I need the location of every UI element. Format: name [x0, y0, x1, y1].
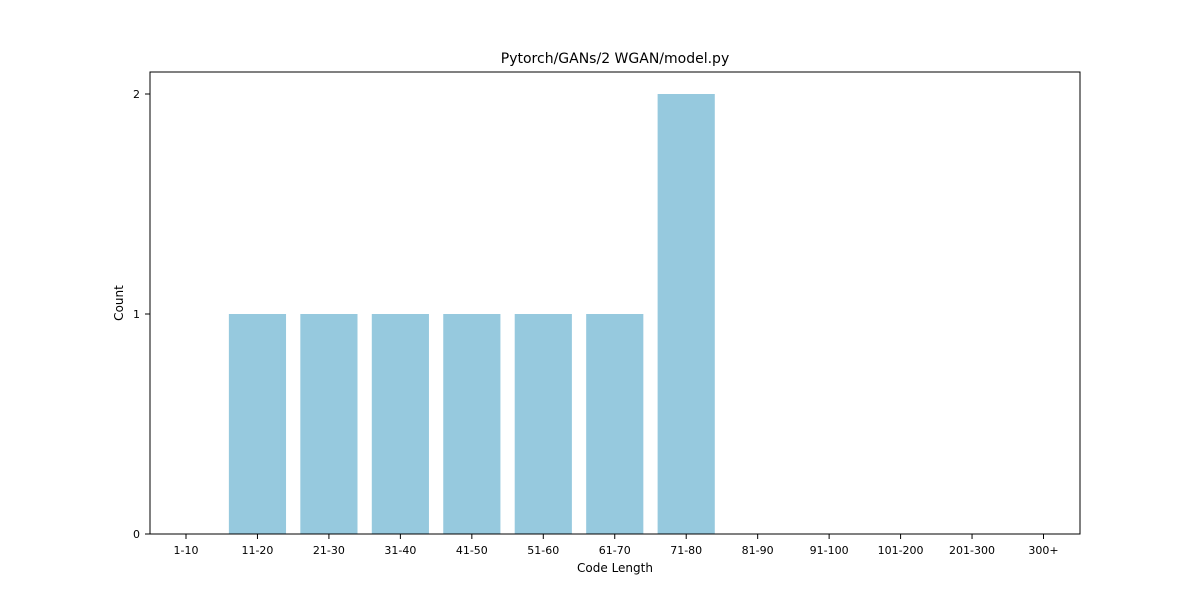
y-axis-ticks: 0 1 2 [133, 88, 150, 541]
x-axis-ticks: 1-10 11-20 21-30 31-40 41-50 51-60 61-70 71-80 8… [174, 534, 1059, 557]
x-tick-label: 51-60 [527, 544, 559, 557]
x-tick-label: 91-100 [810, 544, 849, 557]
x-tick-label: 101-200 [878, 544, 924, 557]
bar-11-20 [228, 314, 287, 534]
x-tick-label: 61-70 [599, 544, 631, 557]
x-tick-label: 81-90 [742, 544, 774, 557]
bar-61-70 [586, 314, 644, 534]
x-tick-label: 11-20 [241, 544, 273, 557]
x-tick-label: 300+ [1028, 544, 1058, 557]
bars-layer [228, 94, 715, 534]
x-tick-label: 71-80 [670, 544, 702, 557]
x-tick-label: 31-40 [384, 544, 416, 557]
y-tick-label: 2 [133, 88, 140, 101]
chart-title: Pytorch/GANs/2 WGAN/model.py [501, 51, 729, 67]
x-tick-label: 1-10 [174, 544, 199, 557]
bar-51-60 [514, 314, 572, 534]
x-tick-label: 201-300 [949, 544, 995, 557]
bar-31-40 [371, 314, 429, 534]
y-axis-label: Count [112, 285, 126, 321]
y-tick-label: 1 [133, 308, 140, 321]
x-tick-label: 21-30 [313, 544, 345, 557]
y-tick-label: 0 [133, 528, 140, 541]
bar-41-50 [443, 314, 501, 534]
x-tick-label: 41-50 [456, 544, 488, 557]
bar-71-80 [657, 94, 715, 534]
x-axis-label: Code Length [577, 561, 653, 575]
bar-21-30 [300, 314, 358, 534]
